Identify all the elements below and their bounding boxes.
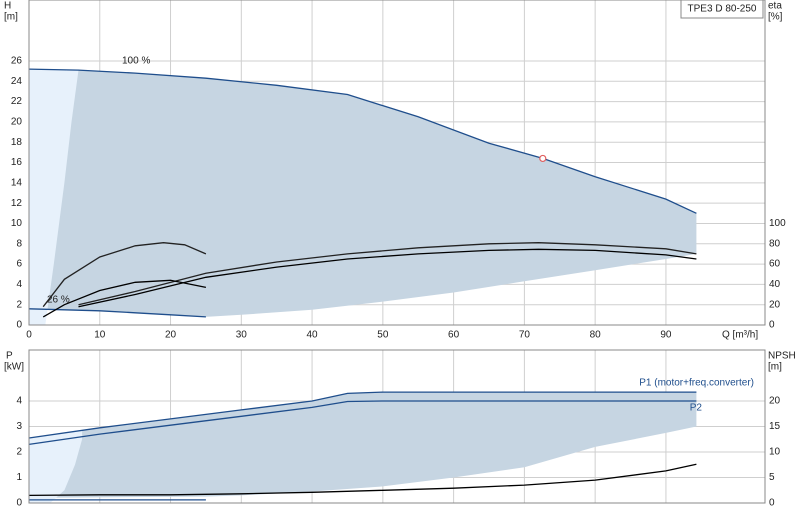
y-tick-label: 3 [16, 421, 22, 432]
axis-label: H [4, 1, 11, 12]
axis-label: Q [m³/h] [722, 330, 758, 341]
x-tick-label: 60 [448, 330, 460, 341]
curve [78, 242, 697, 306]
x-tick-label: 20 [165, 330, 177, 341]
y2-tick-label: 5 [769, 472, 775, 483]
y-tick-label: 18 [11, 137, 23, 148]
y-tick-label: 1 [16, 472, 22, 483]
y-tick-label: 24 [11, 76, 23, 87]
y-tick-label: 16 [11, 157, 23, 168]
curve [28, 391, 697, 439]
y-tick-label: 4 [16, 279, 22, 290]
y-tick-label: 8 [16, 238, 22, 249]
y2-tick-label: 10 [769, 447, 781, 458]
plot-frame [28, 0, 766, 326]
y-tick-label: 26 [11, 56, 23, 67]
axis-label: eta [768, 1, 782, 12]
x-tick-label: 50 [377, 330, 389, 341]
y2-tick-label: 20 [769, 396, 781, 407]
operating-range [29, 69, 697, 317]
axis-label: NPSH [768, 351, 796, 362]
y-tick-label: 2 [16, 447, 22, 458]
curve [28, 308, 206, 318]
curve [28, 463, 697, 497]
x-tick-label: 70 [519, 330, 531, 341]
y-tick-label: 10 [11, 218, 23, 229]
y2-tick-label: 0 [769, 498, 775, 509]
axis-label: [m] [4, 12, 18, 23]
axis-label: P [6, 351, 13, 362]
plot-frame [28, 349, 766, 504]
axis-label: [m] [768, 362, 782, 373]
y-tick-label: 0 [16, 320, 22, 331]
operating-range [29, 69, 79, 325]
badge-label: TPE3 D 80-250 [688, 4, 757, 15]
y-tick-label: 2 [16, 299, 22, 310]
y2-tick-label: 20 [769, 299, 781, 310]
y2-tick-label: 0 [769, 320, 775, 331]
y2-tick-label: 40 [769, 279, 781, 290]
y-tick-label: 4 [16, 396, 22, 407]
axis-label: [kW] [4, 362, 24, 373]
annotation: P1 (motor+freq.converter) [639, 378, 754, 389]
annotation: 26 % [47, 295, 70, 306]
annotation: 100 % [122, 56, 150, 67]
y-tick-label: 22 [11, 96, 23, 107]
curve [42, 279, 207, 318]
axis-label: [%] [768, 12, 783, 23]
y2-tick-label: 15 [769, 421, 781, 432]
curve [28, 68, 697, 214]
duty-point [539, 154, 547, 163]
y-tick-label: 6 [16, 259, 22, 270]
operating-range [29, 392, 697, 498]
y-tick-label: 14 [11, 177, 23, 188]
x-tick-label: 0 [26, 330, 32, 341]
x-tick-label: 40 [307, 330, 319, 341]
x-tick-label: 10 [94, 330, 106, 341]
curve [42, 242, 207, 308]
y-tick-label: 0 [16, 498, 22, 509]
y2-tick-label: 100 [769, 218, 786, 229]
x-tick-label: 30 [236, 330, 248, 341]
x-tick-label: 90 [660, 330, 672, 341]
y-tick-label: 20 [11, 117, 23, 128]
y2-tick-label: 80 [769, 238, 781, 249]
operating-range [29, 430, 83, 503]
y-tick-label: 12 [11, 198, 23, 209]
curve [28, 400, 697, 446]
y2-tick-label: 60 [769, 259, 781, 270]
x-tick-label: 80 [590, 330, 602, 341]
badge-box [680, 0, 764, 19]
annotation: P2 [690, 403, 703, 414]
